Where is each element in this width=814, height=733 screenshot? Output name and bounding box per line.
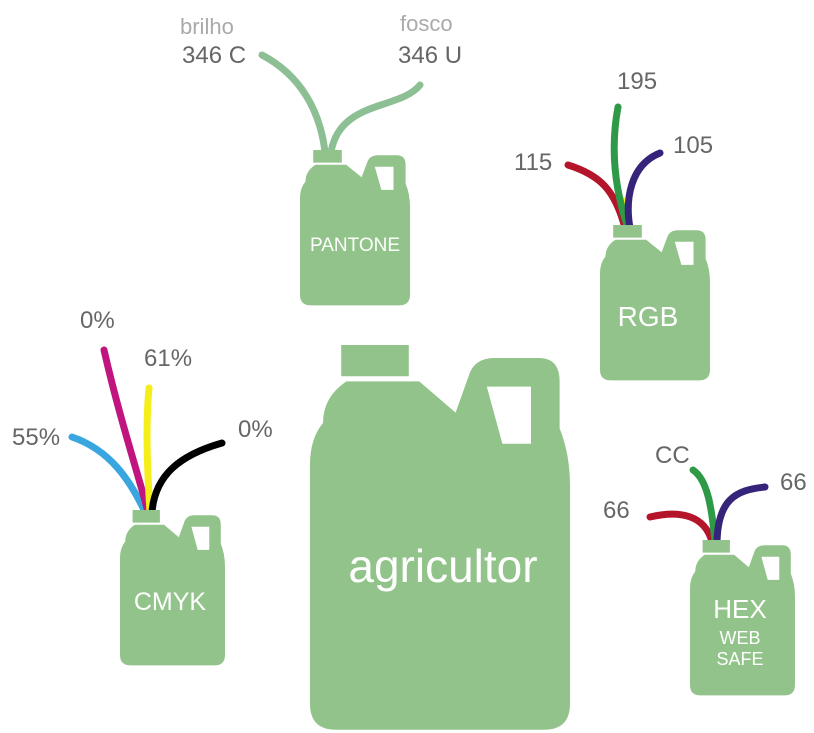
hex-label: SAFE	[716, 649, 763, 669]
value: 66	[603, 497, 630, 524]
hex-label: HEX	[713, 594, 766, 624]
hex-wires	[646, 466, 769, 546]
value: 115	[514, 149, 552, 176]
value: CC	[655, 442, 690, 469]
value: 55%	[12, 424, 60, 451]
value: 346 U	[398, 42, 462, 69]
pantone-wires	[258, 51, 424, 156]
cmyk-wires	[68, 346, 226, 516]
hex-label: WEB	[719, 628, 760, 648]
value: 195	[617, 68, 657, 95]
pantone-jug	[300, 150, 410, 306]
rgb-wires	[564, 103, 664, 232]
value: 0%	[238, 416, 273, 443]
center-label: agricultor	[348, 540, 537, 592]
value: 0%	[80, 307, 115, 334]
value: 61%	[144, 345, 192, 372]
value: 105	[673, 132, 713, 159]
rgb-label: RGB	[618, 301, 679, 332]
caption: fosco	[400, 11, 453, 36]
cmyk-label: CMYK	[134, 588, 207, 616]
pantone-label: PANTONE	[310, 235, 400, 256]
value: 346 C	[182, 42, 246, 69]
caption: brilho	[180, 14, 234, 39]
main-jug	[310, 345, 570, 730]
value: 66	[780, 469, 807, 496]
